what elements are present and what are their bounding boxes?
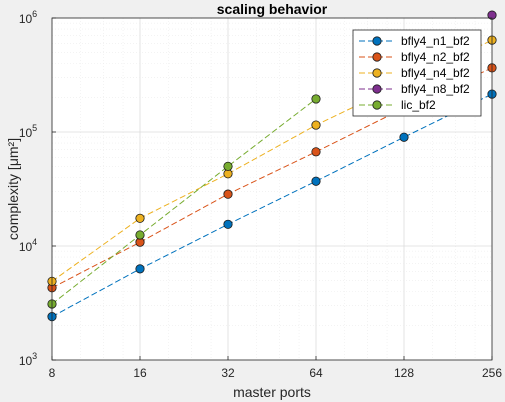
legend-item: bfly4_n2_bf2	[359, 50, 470, 64]
legend-marker	[372, 68, 382, 78]
x-tick-label: 128	[394, 366, 414, 380]
x-axis-label: master ports	[233, 384, 311, 400]
y-tick-label: 103	[19, 351, 37, 368]
series-line	[51, 67, 493, 289]
legend-marker	[372, 36, 382, 46]
plot-frame	[51, 17, 493, 361]
data-point	[135, 213, 145, 223]
legend-label: lic_bf2	[401, 98, 436, 112]
data-point	[223, 219, 233, 229]
data-point	[223, 161, 233, 171]
data-point	[135, 264, 145, 274]
data-point	[399, 132, 409, 142]
data-point	[311, 147, 321, 157]
data-point	[311, 94, 321, 104]
series-line	[51, 98, 317, 305]
series-line	[51, 93, 493, 318]
data-point	[311, 176, 321, 186]
legend-label: bfly4_n2_bf2	[401, 50, 470, 64]
x-tick-label: 8	[49, 366, 56, 380]
y-axis-label: complexity [μm²]	[5, 138, 21, 240]
y-tick-label: 105	[19, 123, 37, 140]
series-layer	[47, 10, 497, 322]
y-tick-label: 106	[19, 9, 37, 26]
data-point	[135, 230, 145, 240]
data-point	[223, 189, 233, 199]
y-tick-label: 104	[19, 237, 37, 254]
x-tick-label: 32	[221, 366, 235, 380]
legend-label: bfly4_n8_bf2	[401, 82, 470, 96]
legend-label: bfly4_n1_bf2	[401, 34, 470, 48]
data-point	[311, 120, 321, 130]
legend-label: bfly4_n4_bf2	[401, 66, 470, 80]
legend-item: lic_bf2	[359, 98, 436, 112]
x-tick-label: 256	[482, 366, 502, 380]
chart-title: scaling behavior	[217, 1, 328, 17]
x-tick-label: 64	[309, 366, 323, 380]
legend-item: bfly4_n4_bf2	[359, 66, 470, 80]
axes: 8 16 32 64 128 256 103 104 105 106	[19, 9, 503, 380]
legend-marker	[372, 52, 382, 62]
legend-item: bfly4_n1_bf2	[359, 34, 470, 48]
legend: bfly4_n1_bf2 bfly4_n2_bf2 bfly4_n4_bf2bfly…	[352, 29, 482, 117]
legend-item: bfly4_n8_bf2	[359, 82, 470, 96]
series-line	[51, 39, 493, 282]
legend-marker	[372, 84, 382, 94]
x-tick-label: 16	[133, 366, 147, 380]
legend-marker	[372, 100, 382, 110]
